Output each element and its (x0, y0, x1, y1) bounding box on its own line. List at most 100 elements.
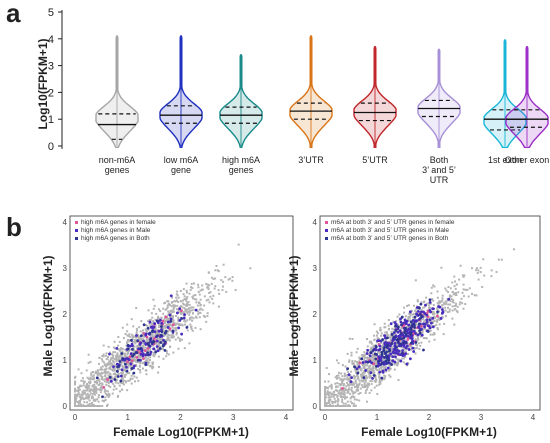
series-point (416, 310, 420, 313)
background-point (337, 374, 340, 377)
background-point (341, 379, 344, 382)
violin-category-label: 5’UTR (362, 155, 388, 165)
background-point (113, 373, 116, 376)
background-point (417, 342, 420, 345)
background-point (447, 303, 450, 306)
background-point (355, 398, 358, 401)
background-point (379, 361, 382, 364)
background-point (127, 351, 130, 354)
background-point (196, 304, 199, 307)
background-point (348, 360, 351, 363)
background-point (217, 305, 220, 308)
background-point (369, 357, 372, 360)
series-point (113, 378, 117, 381)
background-point (384, 365, 387, 368)
background-point (177, 296, 180, 299)
violin-y-tick-label: 3 (48, 61, 54, 73)
series-point (422, 348, 425, 352)
background-point (459, 301, 462, 304)
background-point (135, 327, 138, 330)
background-point (123, 366, 126, 369)
background-point (173, 304, 176, 307)
background-point (124, 333, 127, 336)
series-point (178, 319, 182, 322)
background-point (387, 351, 390, 354)
background-point (183, 295, 186, 298)
background-point (127, 379, 130, 382)
background-point (368, 365, 371, 368)
series-point (129, 362, 133, 366)
series-point (402, 344, 406, 348)
background-point (205, 320, 208, 323)
background-point (362, 386, 365, 389)
background-point (88, 399, 91, 402)
background-point (92, 371, 95, 374)
background-point (400, 326, 403, 329)
background-point (440, 304, 443, 307)
background-point (133, 345, 136, 348)
panel-b-letter: b (6, 212, 22, 242)
background-point (382, 343, 385, 346)
y-tick-label: 2 (313, 310, 318, 319)
background-point (193, 298, 196, 301)
background-point (441, 306, 444, 309)
background-point (417, 336, 420, 339)
background-point (168, 304, 171, 307)
series-point (413, 315, 417, 319)
background-point (81, 377, 84, 380)
background-point (108, 394, 111, 397)
background-point (185, 289, 188, 292)
background-point (105, 363, 108, 366)
background-point (436, 290, 439, 293)
background-point (124, 356, 127, 359)
background-point (172, 319, 175, 322)
series-point (410, 337, 414, 341)
background-point (120, 381, 123, 384)
background-point (344, 387, 347, 390)
background-point (120, 359, 123, 362)
background-point (450, 298, 453, 301)
background-point (336, 382, 339, 385)
series-point (394, 328, 398, 332)
background-point (371, 356, 374, 359)
background-point (147, 337, 150, 340)
background-point (382, 359, 385, 362)
background-point (151, 363, 154, 366)
background-point (453, 304, 456, 307)
background-point (408, 319, 411, 322)
series-point (420, 324, 423, 328)
background-point (346, 352, 349, 355)
background-point (201, 284, 204, 287)
background-point (380, 366, 383, 369)
y-tick-label: 3 (313, 264, 318, 273)
background-point (117, 382, 120, 385)
background-point (370, 383, 373, 386)
background-point (389, 358, 392, 361)
background-point (328, 403, 331, 406)
background-point (423, 315, 426, 318)
background-point (380, 379, 383, 382)
background-point (117, 335, 120, 338)
background-point (149, 356, 152, 359)
background-point (130, 368, 133, 371)
background-point (428, 320, 431, 323)
background-point (169, 339, 172, 342)
background-point (366, 388, 369, 391)
background-point (414, 313, 417, 316)
background-point (432, 299, 435, 302)
background-point (145, 369, 148, 372)
background-point (438, 300, 441, 303)
background-point (344, 374, 347, 377)
background-point (385, 370, 388, 373)
background-point (206, 312, 209, 315)
y-tick-label: 4 (313, 218, 318, 227)
background-point (364, 380, 367, 383)
series-point (377, 359, 380, 363)
background-point (105, 381, 108, 384)
background-point (363, 355, 366, 358)
background-point (171, 316, 174, 319)
background-point (203, 295, 206, 298)
background-point (113, 385, 116, 388)
background-point (166, 335, 169, 338)
background-point (172, 351, 175, 354)
